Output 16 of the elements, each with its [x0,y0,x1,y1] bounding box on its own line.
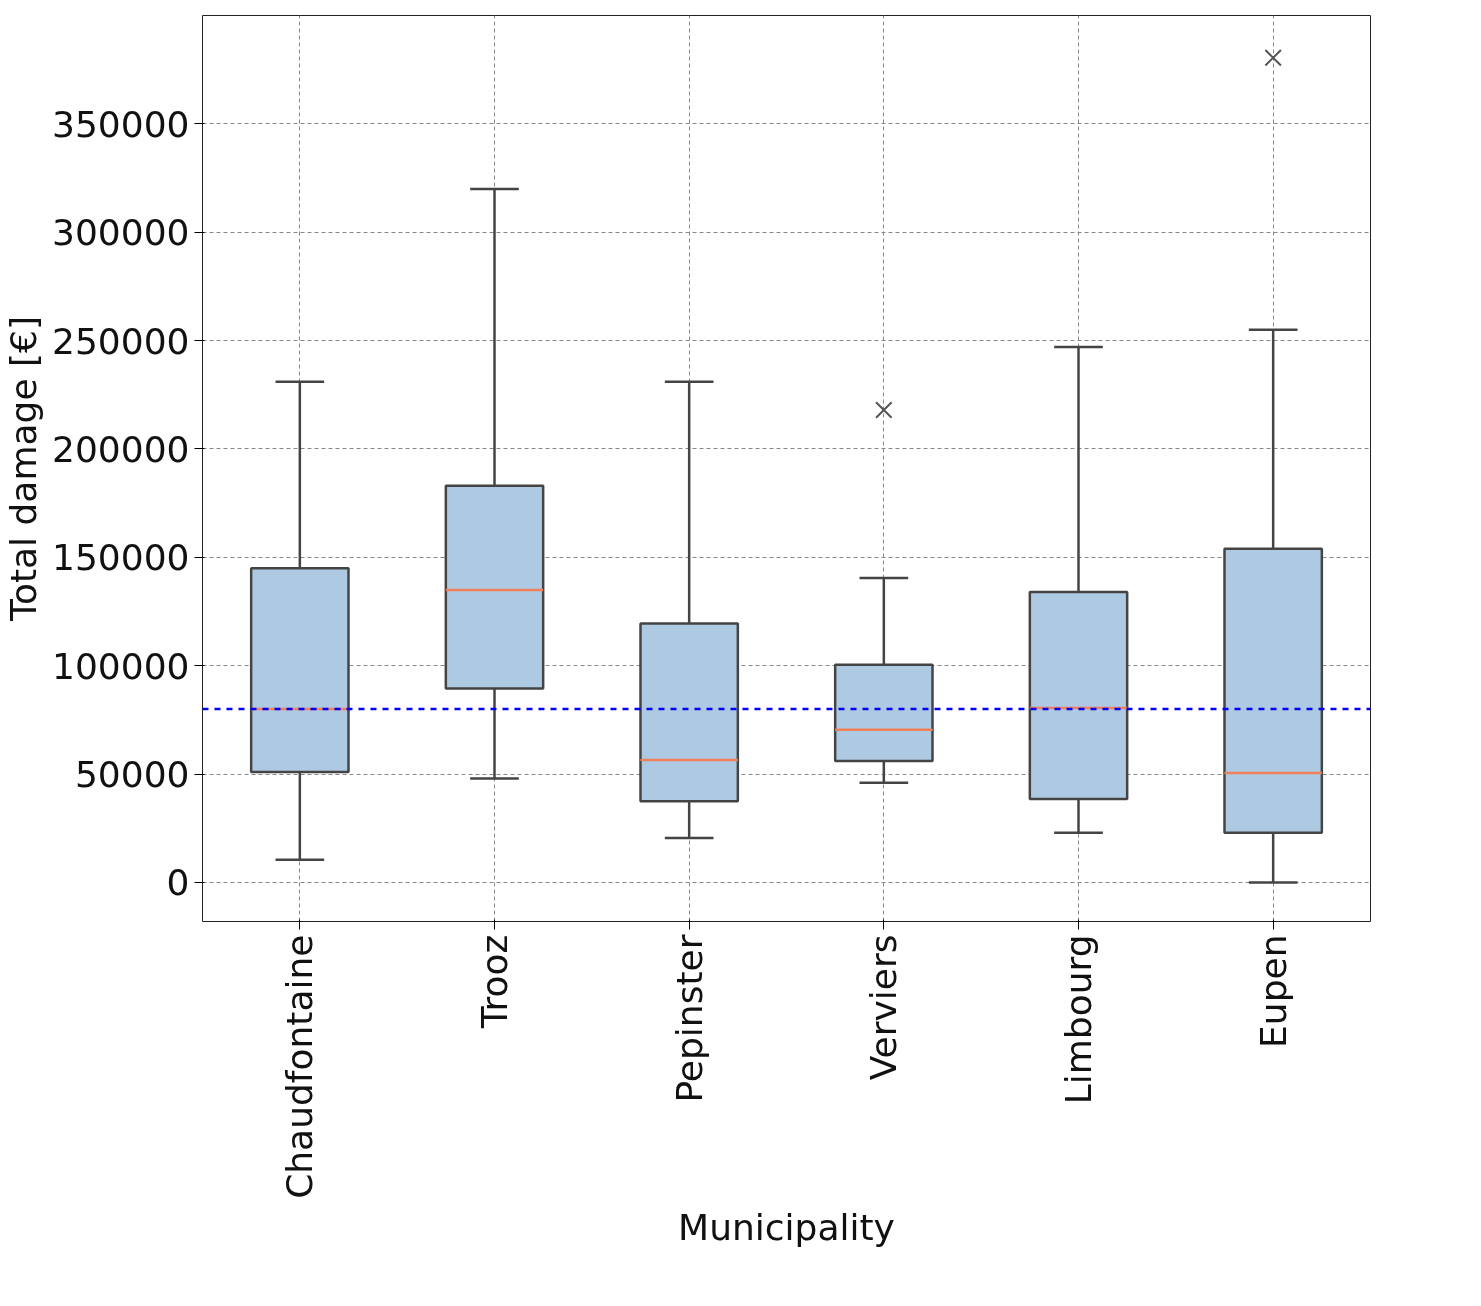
x-tick-label: Chaudfontaine [279,934,321,1199]
y-tick-label: 350000 [52,103,190,145]
x-tick-label: Trooz [474,934,515,1030]
x-tick-label: Eupen [1252,934,1294,1048]
x-tick-label: Verviers [863,934,905,1081]
y-tick-label: 200000 [52,428,190,470]
y-axis-title: Total damage [€] [3,316,45,622]
x-tick-label: Pepinster [668,934,710,1103]
x-axis-title: Municipality [678,1206,895,1248]
y-tick-label: 300000 [52,212,190,254]
x-tick-label: Limbourg [1058,934,1099,1105]
y-tick-label: 100000 [52,645,190,687]
y-tick-label: 150000 [52,537,190,579]
y-tick-label: 250000 [52,320,190,362]
y-tick-label: 0 [166,862,190,904]
y-tick-label: 50000 [74,754,190,796]
